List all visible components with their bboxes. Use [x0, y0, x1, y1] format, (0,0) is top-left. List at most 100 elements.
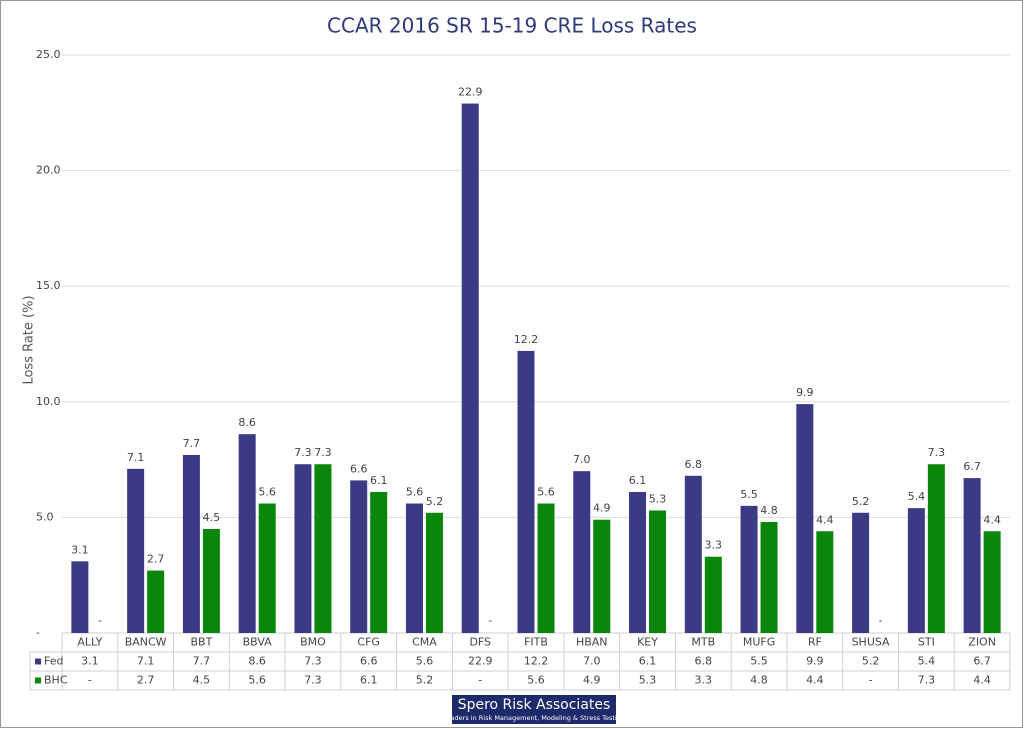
- bar: [314, 464, 332, 633]
- table-value: 4.9: [583, 674, 601, 687]
- table-value: 6.1: [360, 674, 378, 687]
- value-label: 4.5: [203, 511, 221, 524]
- value-label: 3.3: [705, 539, 723, 552]
- x-tick-label: MTB: [691, 636, 715, 649]
- value-label: 7.1: [127, 451, 145, 464]
- bar: [425, 512, 443, 633]
- bar: [517, 350, 535, 633]
- table-value: 12.2: [524, 655, 549, 668]
- value-label: 6.1: [370, 474, 388, 487]
- table-value: 5.6: [248, 674, 266, 687]
- table-value: 6.8: [695, 655, 713, 668]
- logo-name: Spero Risk Associates: [458, 697, 611, 713]
- bar: [238, 434, 256, 633]
- bar: [147, 570, 165, 633]
- table-value: -: [478, 674, 482, 687]
- value-label: 4.4: [816, 513, 834, 526]
- value-label: 7.3: [928, 446, 946, 459]
- value-label: 4.8: [760, 504, 778, 517]
- value-label: 5.4: [908, 490, 926, 503]
- table-value: 5.6: [416, 655, 434, 668]
- value-label: 22.9: [458, 86, 483, 99]
- value-label: 6.6: [350, 462, 368, 475]
- bar: [796, 404, 814, 633]
- table-value: 2.7: [137, 674, 155, 687]
- value-label: -: [488, 614, 492, 627]
- x-tick-label: HBAN: [576, 636, 608, 649]
- legend-swatch: [35, 658, 41, 665]
- bar: [182, 454, 200, 633]
- bar: [593, 519, 611, 633]
- bar: [852, 512, 870, 633]
- bar: [816, 531, 834, 633]
- value-label: 5.3: [649, 492, 667, 505]
- bar: [704, 556, 722, 633]
- table-value: 5.4: [918, 655, 936, 668]
- bar: [760, 522, 778, 633]
- table-value: 5.2: [862, 655, 880, 668]
- y-tick-label: 10.0: [36, 395, 61, 408]
- x-tick-label: BANCW: [125, 636, 167, 649]
- bar: [573, 471, 591, 633]
- table-value: 3.1: [81, 655, 99, 668]
- table-value: 7.3: [918, 674, 936, 687]
- table-value: 6.1: [639, 655, 657, 668]
- bar: [461, 103, 479, 633]
- value-label: 6.7: [963, 460, 981, 473]
- value-label: 7.0: [573, 453, 591, 466]
- x-tick-label: BMO: [300, 636, 326, 649]
- table-value: -: [88, 674, 92, 687]
- value-label: 5.2: [852, 495, 870, 508]
- y-tick-label: 25.0: [36, 48, 61, 61]
- x-tick-label: SHUSA: [852, 636, 890, 649]
- table-value: 6.6: [360, 655, 378, 668]
- value-label: 8.6: [238, 416, 256, 429]
- table-value: 7.3: [304, 655, 322, 668]
- value-label: 7.7: [183, 437, 201, 450]
- bar: [649, 510, 667, 633]
- x-tick-label: ZION: [968, 636, 996, 649]
- x-tick-label: CMA: [412, 636, 437, 649]
- y-tick-label: 15.0: [36, 279, 61, 292]
- table-value: 5.5: [750, 655, 768, 668]
- bar: [405, 503, 423, 633]
- value-label: 5.6: [258, 486, 276, 499]
- x-tick-label: FITB: [524, 636, 548, 649]
- value-label: 6.1: [629, 474, 647, 487]
- legend-label: Fed: [44, 655, 63, 668]
- bar: [537, 503, 555, 633]
- bar: [907, 508, 925, 633]
- table-value: 7.1: [137, 655, 155, 668]
- x-tick-label: RF: [808, 636, 822, 649]
- bar: [202, 528, 220, 633]
- value-label: 5.6: [537, 486, 555, 499]
- x-tick-label: MUFG: [743, 636, 775, 649]
- value-label: 3.1: [71, 543, 89, 556]
- table-value: 7.7: [193, 655, 211, 668]
- value-label: 4.4: [983, 513, 1001, 526]
- table-value: 7.0: [583, 655, 601, 668]
- x-tick-label: BBT: [191, 636, 213, 649]
- table-value: 8.6: [248, 655, 266, 668]
- bar: [258, 503, 276, 633]
- value-label: 7.3: [294, 446, 312, 459]
- value-label: -: [879, 614, 883, 627]
- value-label: 7.3: [314, 446, 332, 459]
- y-tick-label: 5.0: [36, 510, 54, 523]
- table-value: 5.2: [416, 674, 434, 687]
- logo-tagline: Leaders in Risk Management, Modeling & S…: [443, 714, 625, 722]
- value-label: 5.2: [426, 495, 444, 508]
- value-label: 5.5: [740, 488, 758, 501]
- chart-title: CCAR 2016 SR 15-19 CRE Loss Rates: [327, 14, 697, 38]
- x-tick-label: DFS: [469, 636, 491, 649]
- y-axis-label: Loss Rate (%): [22, 295, 37, 384]
- bar: [963, 478, 981, 633]
- value-label: 4.9: [593, 502, 611, 515]
- bar: [927, 464, 945, 633]
- bar: [294, 464, 312, 633]
- logo-box: [452, 695, 616, 724]
- table-value: -: [869, 674, 873, 687]
- bar: [71, 561, 89, 633]
- x-tick-label: BBVA: [243, 636, 273, 649]
